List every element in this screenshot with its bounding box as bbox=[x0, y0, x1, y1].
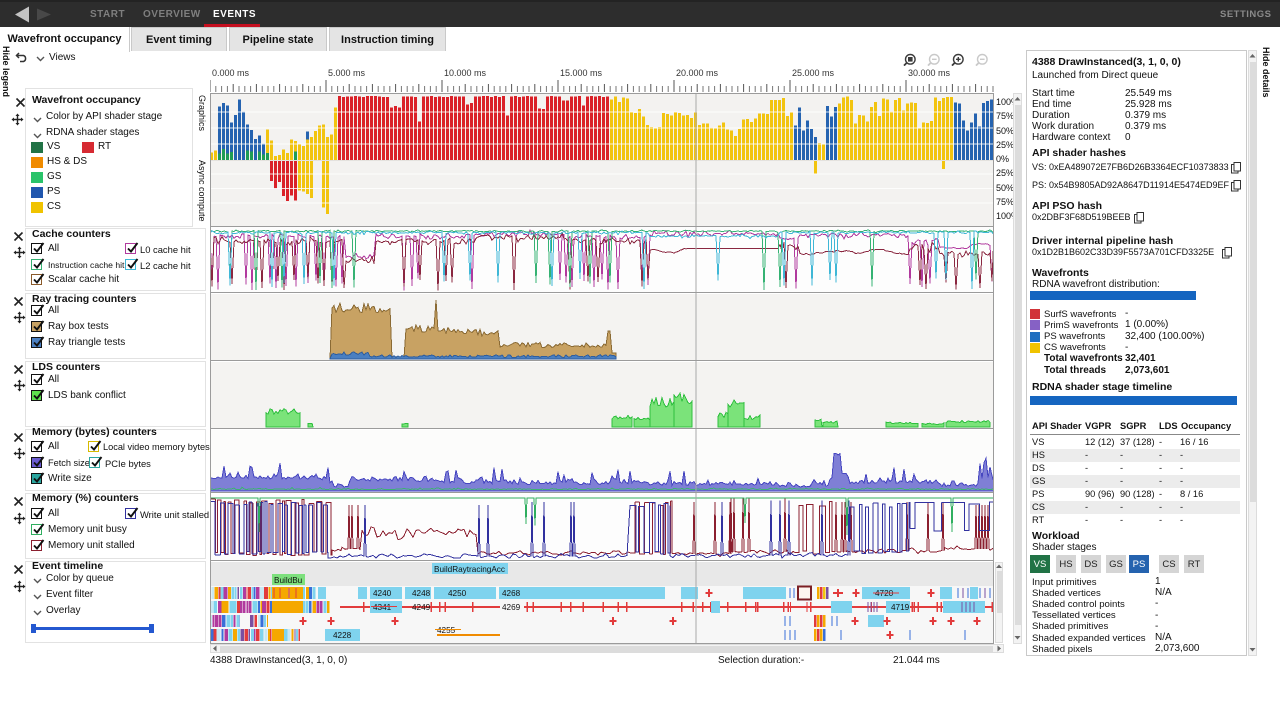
svg-text:4268: 4268 bbox=[502, 589, 521, 598]
svg-text:4248: 4248 bbox=[412, 589, 431, 598]
svg-text:BuildRaytracingAcc: BuildRaytracingAcc bbox=[434, 565, 505, 574]
svg-text:4255: 4255 bbox=[437, 626, 456, 635]
svg-text:15.000 ms: 15.000 ms bbox=[560, 68, 603, 78]
svg-text:4269: 4269 bbox=[502, 603, 521, 612]
svg-text:5.000 ms: 5.000 ms bbox=[328, 68, 366, 78]
svg-text:4249: 4249 bbox=[412, 603, 431, 612]
svg-text:0.000 ms: 0.000 ms bbox=[212, 68, 250, 78]
svg-text:10.000 ms: 10.000 ms bbox=[444, 68, 487, 78]
svg-text:4250: 4250 bbox=[448, 589, 467, 598]
svg-text:4240: 4240 bbox=[373, 589, 392, 598]
svg-text:BuildBu: BuildBu bbox=[274, 576, 303, 585]
svg-text:25.000 ms: 25.000 ms bbox=[792, 68, 835, 78]
svg-text:4719: 4719 bbox=[891, 603, 910, 612]
svg-text:4341: 4341 bbox=[373, 603, 392, 612]
svg-text:30.000 ms: 30.000 ms bbox=[908, 68, 951, 78]
svg-text:4228: 4228 bbox=[333, 631, 352, 640]
svg-text:20.000 ms: 20.000 ms bbox=[676, 68, 719, 78]
